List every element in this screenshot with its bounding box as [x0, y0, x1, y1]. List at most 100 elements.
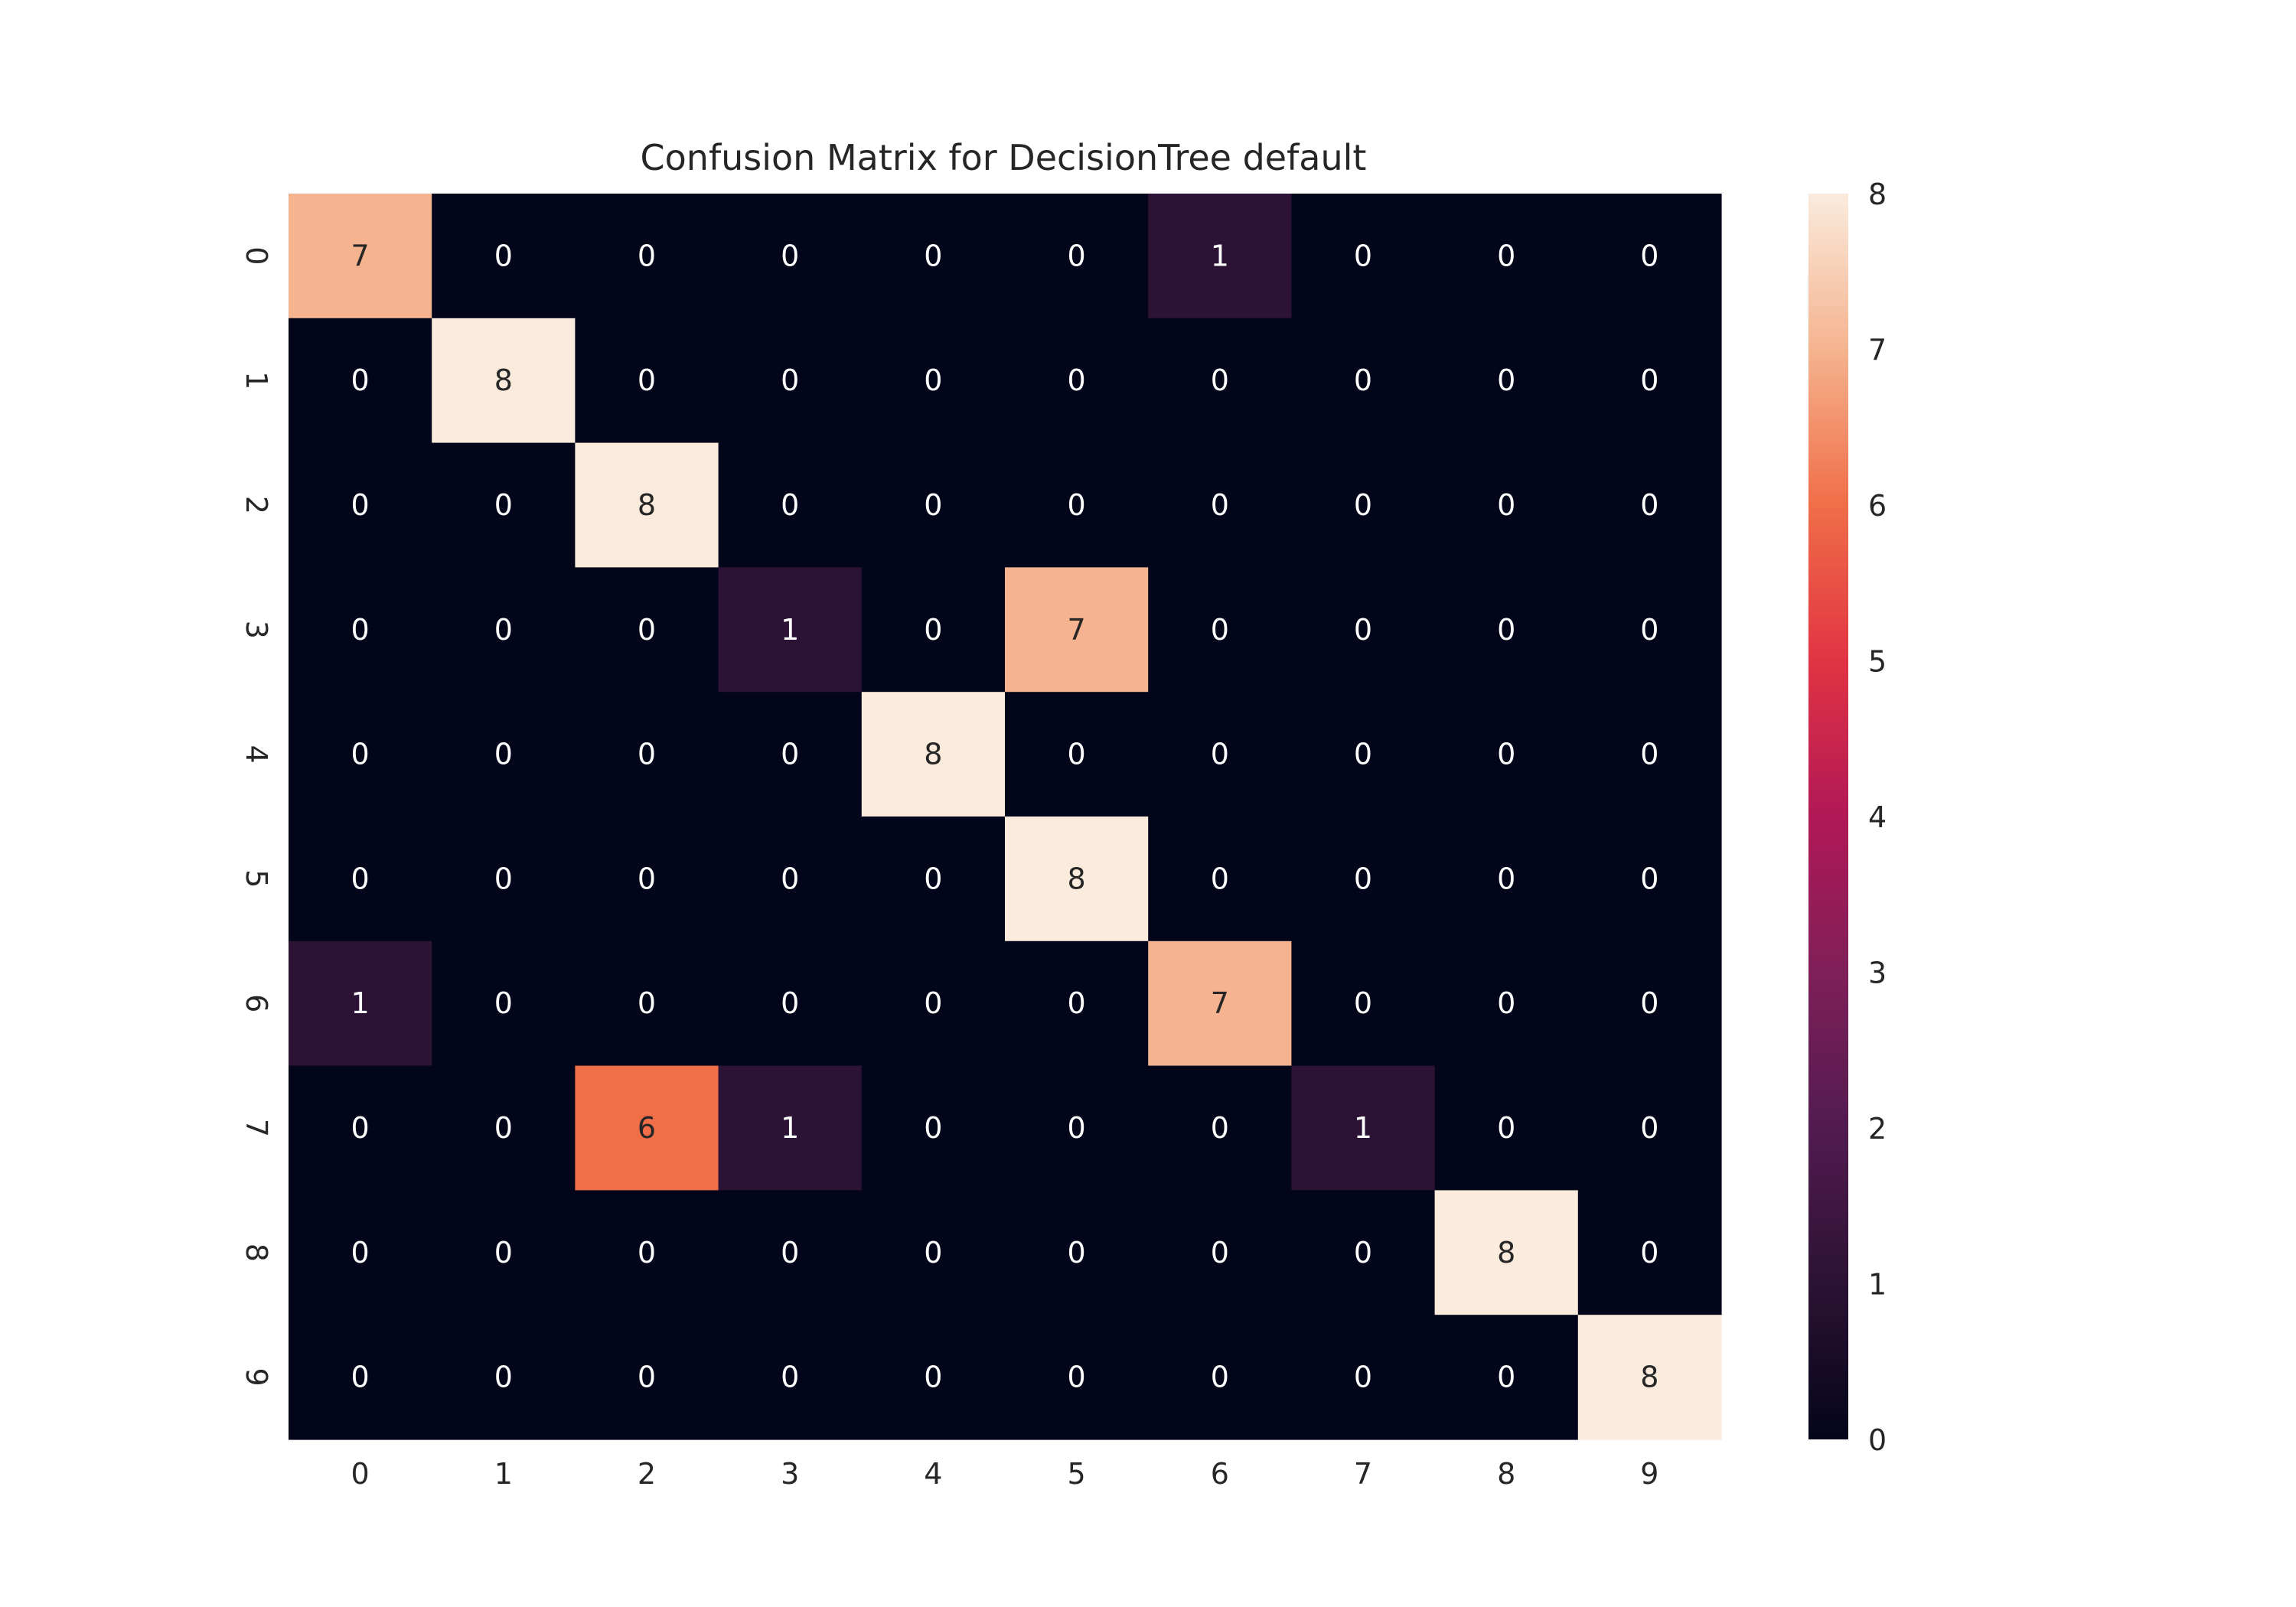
heatmap-cell-r0-c0	[289, 194, 432, 319]
cell-value-r4-c3: 0	[781, 738, 799, 771]
cell-value-r9-c6: 0	[1211, 1361, 1229, 1394]
heatmap-cell-r2-c1	[432, 442, 576, 568]
cell-value-r3-c0: 0	[351, 613, 370, 647]
heatmap-cell-r2-c7	[1291, 442, 1436, 568]
cell-value-r4-c5: 0	[1068, 738, 1086, 771]
cell-value-r0-c4: 0	[924, 239, 942, 272]
colorbar-tick-label-0: 0	[1868, 1423, 1887, 1457]
heatmap-cell-r3-c4	[861, 567, 1006, 693]
x-tick-label-0: 0	[351, 1457, 370, 1491]
heatmap-cell-r8-c8	[1434, 1190, 1579, 1315]
heatmap-cell-r4-c4	[861, 692, 1006, 817]
colorbar-tick-label-4: 4	[1868, 800, 1887, 834]
cell-value-r1-c7: 0	[1354, 363, 1372, 397]
colorbar-tick-label-3: 3	[1868, 957, 1887, 990]
cell-value-r1-c9: 0	[1640, 363, 1658, 397]
cell-value-r5-c6: 0	[1211, 862, 1229, 895]
cell-value-r7-c7: 1	[1354, 1111, 1372, 1145]
cell-value-r3-c7: 0	[1354, 613, 1372, 647]
cell-value-r8-c5: 0	[1068, 1236, 1086, 1270]
cell-value-r4-c4: 8	[924, 738, 942, 771]
heatmap-cell-r4-c6	[1148, 692, 1292, 817]
heatmap-cell-r6-c4	[861, 940, 1006, 1067]
cell-value-r9-c8: 0	[1497, 1361, 1515, 1394]
colorbar-tick-label-2: 2	[1868, 1112, 1887, 1146]
cell-value-r8-c3: 0	[781, 1236, 799, 1270]
cell-value-r7-c9: 0	[1640, 1111, 1658, 1145]
cell-value-r6-c0: 1	[351, 986, 370, 1020]
heatmap-cell-r8-c0	[289, 1190, 432, 1315]
cell-value-r7-c5: 0	[1068, 1111, 1086, 1145]
heatmap-cell-r4-c1	[432, 692, 576, 817]
heatmap-cell-r5-c2	[575, 817, 719, 942]
x-axis-ticks: 0 1 2 3 4 5 6 7 8 9	[351, 1457, 1659, 1491]
heatmap-cell-r1-c7	[1291, 318, 1436, 444]
heatmap-cell-r1-c8	[1434, 318, 1579, 444]
cell-value-r1-c2: 0	[638, 363, 656, 397]
heatmap-cell-r3-c5	[1005, 567, 1149, 693]
cell-value-r8-c8: 8	[1497, 1236, 1515, 1270]
heatmap-cell-r8-c3	[718, 1190, 863, 1315]
heatmap-cell-r0-c9	[1577, 194, 1722, 319]
y-tick-label-1: 1	[240, 371, 273, 390]
cell-value-r5-c1: 0	[494, 862, 513, 895]
cell-value-r6-c4: 0	[924, 986, 942, 1020]
heatmap-cell-r9-c2	[575, 1315, 719, 1440]
cell-value-r4-c8: 0	[1497, 738, 1515, 771]
cell-value-r5-c3: 0	[781, 862, 799, 895]
heatmap-cell-r2-c8	[1434, 442, 1579, 568]
cell-value-r8-c0: 0	[351, 1236, 370, 1270]
cell-value-r2-c4: 0	[924, 488, 942, 522]
x-tick-label-1: 1	[494, 1457, 513, 1491]
heatmap-cell-r1-c9	[1577, 318, 1722, 444]
heatmap-cell-r9-c7	[1291, 1315, 1436, 1440]
colorbar	[1808, 194, 1848, 1439]
cell-value-r3-c3: 1	[781, 613, 799, 647]
heatmap-cell-r9-c9	[1577, 1315, 1722, 1440]
heatmap-cell-r8-c9	[1577, 1190, 1722, 1315]
heatmap-cell-r1-c0	[289, 318, 432, 444]
heatmap-cell-r7-c4	[861, 1065, 1006, 1191]
x-tick-label-9: 9	[1640, 1457, 1658, 1491]
cell-value-r9-c3: 0	[781, 1361, 799, 1394]
cell-value-r9-c0: 0	[351, 1361, 370, 1394]
heatmap-cell-r6-c7	[1291, 940, 1436, 1067]
heatmap-cell-r6-c2	[575, 940, 719, 1067]
heatmap-cell-r9-c8	[1434, 1315, 1579, 1440]
heatmap-cell-r7-c8	[1434, 1065, 1579, 1191]
cell-value-r9-c7: 0	[1354, 1361, 1372, 1394]
cell-value-r2-c8: 0	[1497, 488, 1515, 522]
y-tick-label-0: 0	[240, 246, 273, 265]
heatmap-cell-r3-c9	[1577, 567, 1722, 693]
heatmap-cell-r5-c1	[432, 817, 576, 942]
cell-value-r1-c4: 0	[924, 363, 942, 397]
heatmap-cell-r3-c3	[718, 567, 863, 693]
cell-value-r4-c1: 0	[494, 738, 513, 771]
y-tick-label-5: 5	[240, 869, 273, 888]
heatmap-cell-r4-c3	[718, 692, 863, 817]
heatmap-cell-r4-c0	[289, 692, 432, 817]
cell-value-r5-c2: 0	[638, 862, 656, 895]
x-tick-label-2: 2	[638, 1457, 656, 1491]
heatmap-cell-r3-c0	[289, 567, 432, 693]
heatmap-cell-r0-c7	[1291, 194, 1436, 319]
heatmap-cell-r7-c9	[1577, 1065, 1722, 1191]
heatmap-cell-r2-c6	[1148, 442, 1292, 568]
heatmap-cell-r2-c9	[1577, 442, 1722, 568]
cell-value-r6-c3: 0	[781, 986, 799, 1020]
colorbar-tick-label-8: 8	[1868, 178, 1887, 211]
cell-value-r8-c7: 0	[1354, 1236, 1372, 1270]
cell-value-r6-c5: 0	[1068, 986, 1086, 1020]
cell-value-r3-c9: 0	[1640, 613, 1658, 647]
cell-value-r0-c3: 0	[781, 239, 799, 272]
cell-value-r5-c5: 8	[1068, 862, 1086, 895]
heatmap-cell-r3-c2	[575, 567, 719, 693]
heatmap-cell-r7-c0	[289, 1065, 432, 1191]
cell-value-r8-c4: 0	[924, 1236, 942, 1270]
cell-value-r8-c9: 0	[1640, 1236, 1658, 1270]
cell-value-r7-c1: 0	[494, 1111, 513, 1145]
heatmap-cell-r7-c1	[432, 1065, 576, 1191]
heatmap-cell-r1-c2	[575, 318, 719, 444]
heatmap-cell-r6-c3	[718, 940, 863, 1067]
